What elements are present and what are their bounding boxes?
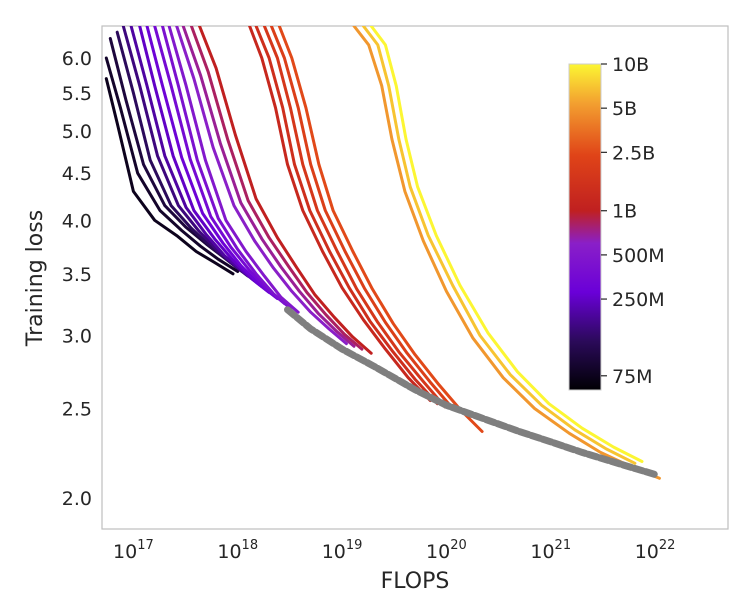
x-tick-label-5: 1021 [530,538,571,563]
series-line-19 [269,26,455,410]
series-line-12 [175,26,348,346]
y-tick-label-8: 5.5 [62,83,92,105]
series-line-10 [161,26,292,310]
y-tick-label-7: 5.0 [62,121,92,143]
series-line-13 [181,26,356,348]
series-line-16 [248,26,432,402]
x-axis-label: FLOPS [381,569,450,594]
series-line-11 [167,26,300,314]
series-line-1 [104,77,235,276]
series-line-15 [198,26,373,355]
series-line-9 [153,26,286,305]
series-line-2 [104,56,240,273]
series-layer [104,26,661,480]
y-tick-label-5: 4.0 [62,210,92,232]
series-line-17 [254,26,439,406]
series-line-8 [145,26,279,301]
y-tick-label-9: 6.0 [62,48,92,70]
x-tick-label-6: 1022 [635,538,676,563]
plot-area [101,25,729,530]
colorbar-tick-label-5: 2.5B [612,142,655,164]
colorbar-tick-label-6: 5B [612,98,637,120]
y-tick-label-1: 2.0 [62,488,92,510]
y-tick-label-3: 3.0 [62,325,92,347]
series-line-18 [262,26,447,409]
colorbar-tick-label-2: 250M [612,289,665,311]
colorbar-tick-label-4: 1B [612,201,637,223]
colorbar-tick-label-3: 500M [612,245,665,267]
envelope-layer [284,306,659,478]
x-tick-label-4: 1020 [426,538,467,563]
x-tick-label-3: 1019 [322,538,363,563]
series-line-23 [369,26,644,463]
series-line-7 [138,26,271,294]
series-line-21 [352,26,661,480]
x-tick-label-2: 1018 [217,538,258,563]
y-tick-label-4: 3.5 [62,264,92,286]
y-axis-ticks: 2.0 2.5 3.0 3.5 4.0 4.5 5.0 5.5 6.0 [62,48,92,510]
colorbar-tick-label-1: 75M [612,366,653,388]
y-tick-label-2: 2.5 [62,398,92,420]
colorbar-ticks: 75M 250M 500M 1B 2.5B 5B 10B [601,54,665,388]
series-line-20 [277,26,484,433]
colorbar [568,63,602,391]
y-tick-label-6: 4.5 [62,163,92,185]
x-axis-ticks: 1017 1018 1019 1020 1021 1022 [113,538,675,563]
envelope-line [284,306,659,478]
series-line-22 [361,26,637,465]
y-axis-label: Training loss [23,210,48,347]
series-line-14 [189,26,364,351]
colorbar-tick-label-7: 10B [612,54,649,76]
x-tick-label-1: 1017 [113,538,154,563]
